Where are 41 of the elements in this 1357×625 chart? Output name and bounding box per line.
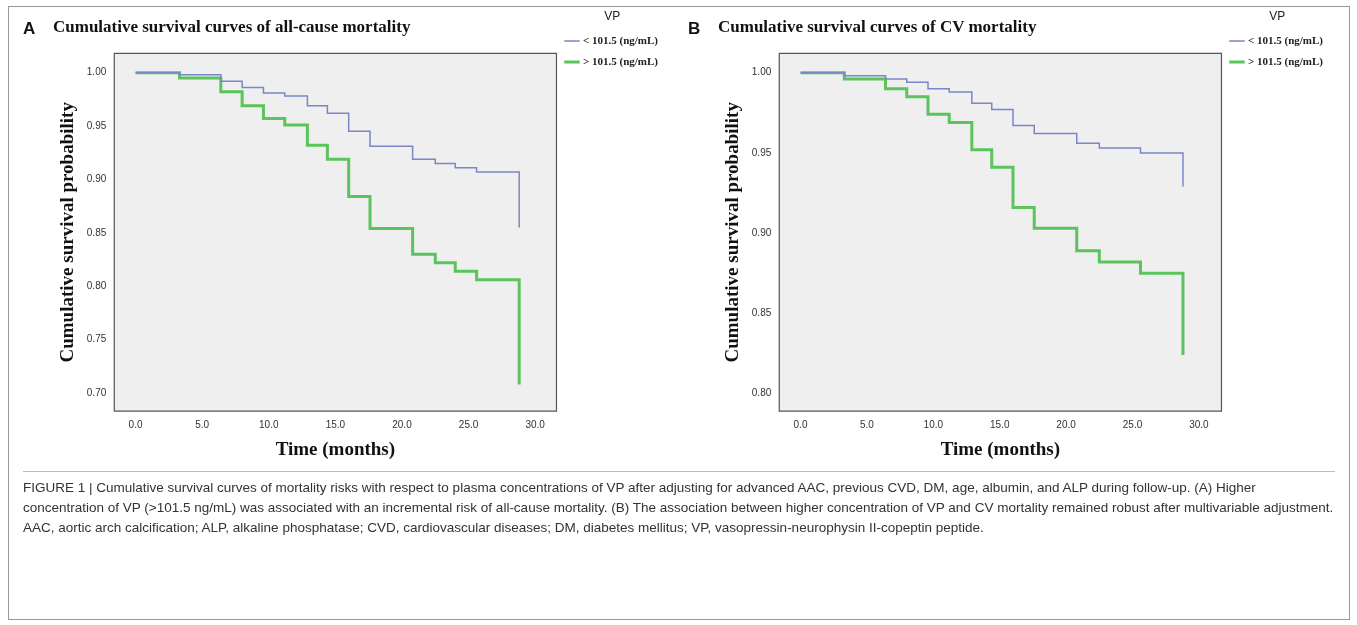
x-tick-label: 25.0 bbox=[1122, 418, 1143, 430]
y-tick-label: 0.90 bbox=[86, 173, 107, 185]
y-tick-label: 0.75 bbox=[86, 333, 107, 345]
legend-title: VP bbox=[604, 9, 621, 24]
y-axis-title: Cumulative survival probability bbox=[721, 101, 743, 363]
y-tick-label: 0.70 bbox=[86, 386, 107, 398]
x-tick-label: 20.0 bbox=[392, 418, 413, 430]
x-tick-label: 5.0 bbox=[195, 418, 210, 430]
y-tick-label: 0.80 bbox=[86, 279, 107, 291]
text: A bbox=[23, 18, 36, 38]
y-tick-label: 0.95 bbox=[86, 119, 107, 131]
y-tick-label: 1.00 bbox=[86, 66, 107, 78]
x-tick-label: 15.0 bbox=[989, 418, 1010, 430]
x-tick-label: 0.0 bbox=[128, 418, 143, 430]
text: B bbox=[688, 18, 701, 38]
y-tick-label: 0.90 bbox=[751, 226, 772, 238]
x-axis-title: Time (months) bbox=[275, 437, 396, 460]
legend-label: < 101.5 (ng/mL) bbox=[1247, 33, 1324, 47]
x-tick-label: 30.0 bbox=[1189, 418, 1210, 430]
y-tick-label: 0.80 bbox=[751, 387, 772, 399]
x-tick-label: 15.0 bbox=[325, 418, 346, 430]
legend-label: > 101.5 (ng/mL) bbox=[1247, 54, 1324, 68]
caption: FIGURE 1 | Cumulative survival curves of mortality risks with respect to plasma concentrations of VP after adjusting for advanced AAC, previous CVD, DM, age, albumin, and ALP during follow-up. (A) Higher concentration of VP (>101.5 ng/mL) was associated with an incremental risk of all-cause mortality. (B) The association between higher concentration of VP and CV mortality remained robust after multivariable adjustment. AAC, aortic arch calcification; ALP, alkaline phosphatase; CVD, cardiovascular diseases; DM, diabetes mellitus; VP, vasopressin-neurophysin II-copeptin peptide. bbox=[23, 479, 1335, 537]
legend-title: VP bbox=[1269, 9, 1286, 24]
legend-label: < 101.5 (ng/mL) bbox=[582, 33, 659, 47]
y-axis-title: Cumulative survival probability bbox=[56, 101, 78, 363]
y-tick-label: 0.95 bbox=[751, 146, 772, 158]
x-tick-label: 5.0 bbox=[859, 418, 875, 430]
x-axis-title: Time (months) bbox=[940, 437, 1061, 460]
x-tick-label: 10.0 bbox=[923, 418, 944, 430]
x-tick-label: 0.0 bbox=[793, 418, 808, 430]
y-tick-label: 0.85 bbox=[86, 226, 107, 238]
y-tick-label: 1.00 bbox=[751, 66, 772, 78]
x-tick-label: 25.0 bbox=[458, 418, 479, 430]
legend-label: > 101.5 (ng/mL) bbox=[582, 54, 659, 68]
x-tick-label: 20.0 bbox=[1056, 418, 1077, 430]
x-tick-label: 10.0 bbox=[259, 418, 279, 430]
y-tick-label: 0.85 bbox=[751, 307, 772, 319]
chart-title: Cumulative survival curves of CV mortality bbox=[718, 16, 1037, 36]
chart-title: Cumulative survival curves of all-cause mortality bbox=[53, 16, 411, 36]
x-tick-label: 30.0 bbox=[525, 418, 546, 430]
